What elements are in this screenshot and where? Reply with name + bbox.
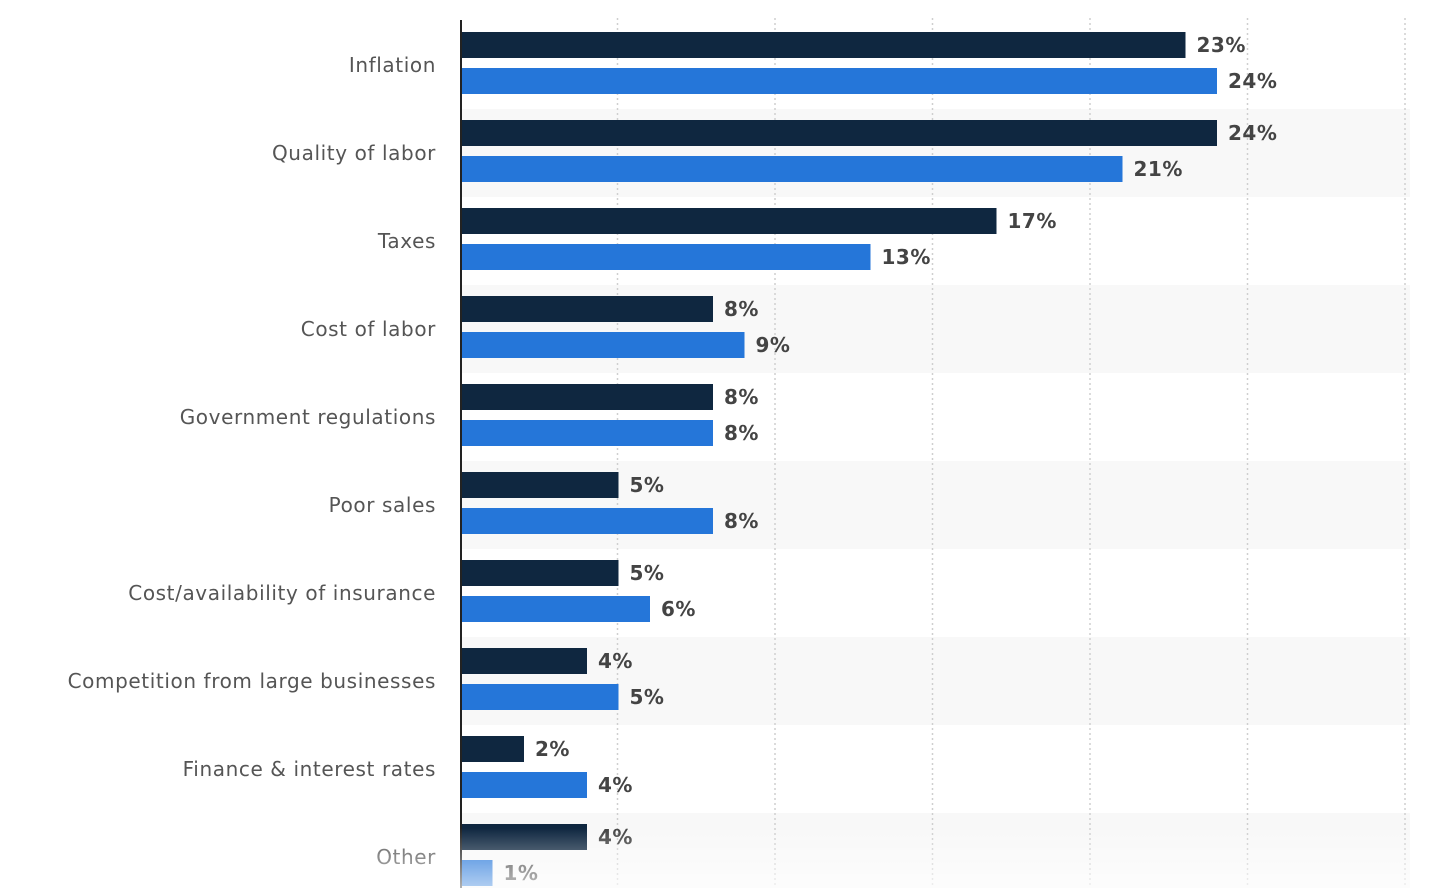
bar-2-1[interactable] <box>461 156 1123 182</box>
bar-1-2[interactable] <box>461 208 997 234</box>
bar-2-3[interactable] <box>461 332 745 358</box>
bar-2-9[interactable] <box>461 860 493 886</box>
value-label: 4% <box>598 773 633 797</box>
bar-2-8[interactable] <box>461 772 587 798</box>
bar-2-2[interactable] <box>461 244 871 270</box>
bar-2-7[interactable] <box>461 684 619 710</box>
value-label: 8% <box>724 509 759 533</box>
value-label: 8% <box>724 421 759 445</box>
bar-1-8[interactable] <box>461 736 524 762</box>
bar-1-0[interactable] <box>461 32 1186 58</box>
value-label: 24% <box>1228 69 1277 93</box>
category-label: Taxes <box>377 229 436 253</box>
category-labels: Inflation Quality of labor Taxes Cost of la… <box>68 53 436 869</box>
bar-1-1[interactable] <box>461 120 1217 146</box>
value-label: 5% <box>630 473 665 497</box>
bar-1-9[interactable] <box>461 824 587 850</box>
bar-1-7[interactable] <box>461 648 587 674</box>
value-label: 5% <box>630 685 665 709</box>
bar-2-5[interactable] <box>461 508 713 534</box>
bar-1-5[interactable] <box>461 472 619 498</box>
value-label: 17% <box>1008 209 1057 233</box>
category-label: Poor sales <box>329 493 436 517</box>
value-label: 2% <box>535 737 570 761</box>
value-label: 13% <box>882 245 931 269</box>
category-label: Government regulations <box>180 405 436 429</box>
bar-1-6[interactable] <box>461 560 619 586</box>
value-label: 24% <box>1228 121 1277 145</box>
value-label: 4% <box>598 649 633 673</box>
category-label: Other <box>376 845 436 869</box>
value-label: 1% <box>504 861 539 885</box>
category-label: Quality of labor <box>272 141 436 165</box>
category-label: Competition from large businesses <box>68 669 436 693</box>
bar-1-4[interactable] <box>461 384 713 410</box>
bar-2-0[interactable] <box>461 68 1217 94</box>
value-label: 8% <box>724 385 759 409</box>
value-label: 23% <box>1197 33 1246 57</box>
value-label: 8% <box>724 297 759 321</box>
row-band <box>461 637 1410 725</box>
row-band <box>461 461 1410 549</box>
value-label: 6% <box>661 597 696 621</box>
value-label: 9% <box>756 333 791 357</box>
bars <box>461 32 1217 886</box>
category-label: Finance & interest rates <box>183 757 436 781</box>
bar-2-4[interactable] <box>461 420 713 446</box>
category-label: Cost of labor <box>301 317 436 341</box>
category-label: Inflation <box>349 53 436 77</box>
category-label: Cost/availability of insurance <box>128 581 436 605</box>
value-label: 21% <box>1134 157 1183 181</box>
bar-2-6[interactable] <box>461 596 650 622</box>
bar-1-3[interactable] <box>461 296 713 322</box>
value-label: 4% <box>598 825 633 849</box>
value-label: 5% <box>630 561 665 585</box>
